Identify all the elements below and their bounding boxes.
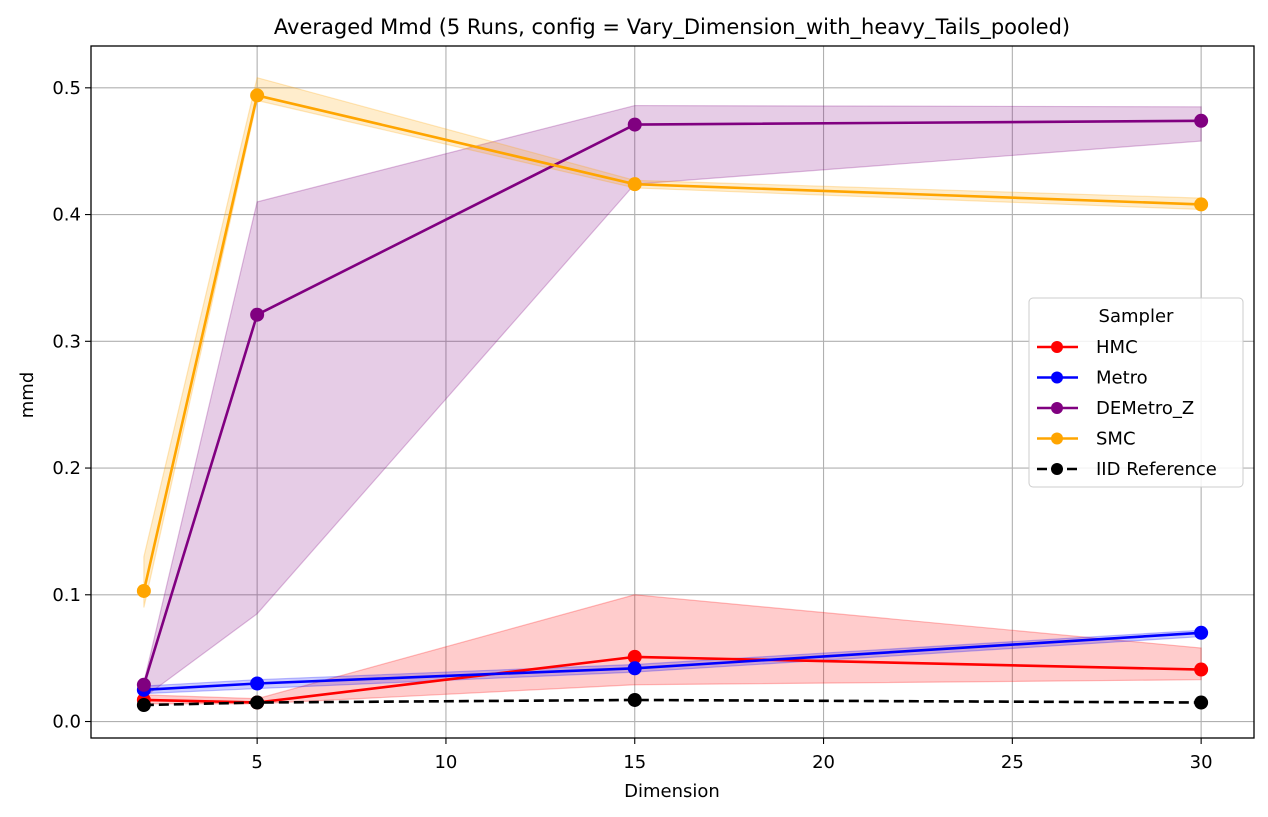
point-DEMetro_Z <box>1194 113 1209 128</box>
point-DEMetro_Z <box>136 677 151 692</box>
point-IID Reference <box>136 698 151 713</box>
point-SMC <box>250 88 265 103</box>
point-Metro <box>250 676 265 691</box>
x-tick-label: 10 <box>434 752 457 773</box>
x-tick-label: 25 <box>1001 752 1024 773</box>
legend-marker-IID Reference <box>1051 463 1063 475</box>
legend-marker-SMC <box>1051 432 1063 445</box>
point-HMC <box>1194 662 1209 677</box>
point-DEMetro_Z <box>627 117 642 132</box>
axis-ticks: 5 10 15 20 25 30 0.0 0.1 0.2 0.3 0.4 0.5 <box>52 78 1212 773</box>
y-tick-label: 0.3 <box>52 331 81 352</box>
legend-marker-DEMetro_Z <box>1051 402 1063 414</box>
y-tick-label: 0.2 <box>52 458 81 479</box>
line-IID Reference <box>143 698 1202 707</box>
plot-frame <box>90 45 1255 739</box>
y-tick-label: 0.5 <box>52 78 81 99</box>
y-tick-label: 0.0 <box>52 712 81 733</box>
y-tick-label: 0.4 <box>52 205 81 226</box>
point-IID Reference <box>627 692 642 707</box>
point-IID Reference <box>1194 695 1209 710</box>
legend-label-HMC: HMC <box>1096 337 1138 358</box>
legend: Sampler HMC Metro DEMetro_Z SMC IID Referenc… <box>1028 297 1244 488</box>
legend-label-Metro: Metro <box>1096 368 1148 389</box>
line-SMC <box>142 93 1202 592</box>
point-Metro <box>1194 625 1209 640</box>
band-DEMetro_Z <box>143 104 1202 699</box>
point-SMC <box>1194 197 1209 212</box>
x-tick-label: 15 <box>623 752 646 773</box>
point-SMC <box>136 583 151 598</box>
legend-marker-HMC <box>1051 341 1063 353</box>
legend-marker-Metro <box>1051 371 1063 384</box>
legend-items: HMC Metro DEMetro_Z SMC IID Reference <box>1037 337 1217 480</box>
legend-label-SMC: SMC <box>1096 429 1136 450</box>
point-IID Reference <box>250 695 265 710</box>
band-HMC <box>143 594 1202 705</box>
legend-label-DEMetro_Z: DEMetro_Z <box>1096 398 1194 419</box>
x-tick-label: 30 <box>1190 752 1213 773</box>
y-tick-label: 0.1 <box>52 585 81 606</box>
x-tick-label: 5 <box>251 752 262 773</box>
line-DEMetro_Z <box>142 119 1202 686</box>
legend-title: Sampler <box>1099 306 1174 327</box>
point-Metro <box>627 661 642 676</box>
legend-box <box>1028 297 1244 488</box>
y-axis-label: mmd <box>17 372 38 419</box>
line-Metro <box>143 631 1202 692</box>
point-SMC <box>627 177 642 192</box>
x-axis-label: Dimension <box>624 781 720 802</box>
point-HMC <box>627 649 642 664</box>
legend-label-IID Reference: IID Reference <box>1096 459 1217 480</box>
x-tick-label: 20 <box>812 752 835 773</box>
chart-title: Averaged Mmd (5 Runs, config = Vary_Dime… <box>274 15 1070 40</box>
series-lines <box>136 88 1209 713</box>
point-DEMetro_Z <box>250 307 265 322</box>
line-HMC <box>143 655 1202 704</box>
